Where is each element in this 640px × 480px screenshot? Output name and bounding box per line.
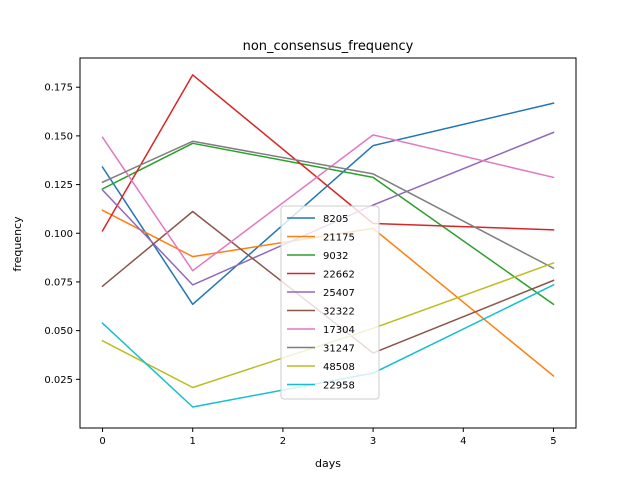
chart-title: non_consensus_frequency: [243, 39, 414, 54]
series-line-22662: [101, 74, 555, 232]
y-tick-label: 0.025: [44, 375, 73, 386]
series-line-9032: [101, 142, 555, 306]
legend: 8205 21175 9032 22662 25407 32322 17304 31247 48…: [280, 205, 380, 400]
y-tick-label: 0.050: [44, 326, 73, 337]
x-tick-label: 1: [190, 436, 196, 447]
y-tick-label: 0.100: [44, 229, 73, 240]
legend-label: 32322: [323, 307, 355, 318]
legend-label: 17304: [323, 325, 355, 336]
plot-frame: [79, 57, 577, 429]
x-tick-label: 2: [280, 436, 286, 447]
legend-label: 31247: [323, 344, 355, 355]
legend-label: 48508: [323, 362, 355, 373]
legend-label: 25407: [323, 288, 355, 299]
axis-ticks: 0 1 2 3 4 5 0.025 0.050 0.075 0.100 0.125 0.150 0.17…: [44, 83, 556, 447]
y-axis-label: frequency: [11, 216, 24, 272]
series-line-17304: [101, 134, 555, 272]
y-tick-label: 0.125: [44, 180, 73, 191]
y-tick-label: 0.175: [44, 83, 73, 94]
legend-label: 21175: [323, 233, 355, 244]
x-tick-label: 5: [550, 436, 556, 447]
x-tick-label: 3: [370, 436, 376, 447]
x-axis-label: days: [315, 457, 341, 470]
x-tick-label: 0: [99, 436, 105, 447]
legend-label: 8205: [323, 214, 348, 225]
legend-label: 22958: [323, 381, 355, 392]
x-tick-label: 4: [460, 436, 466, 447]
y-tick-label: 0.075: [44, 277, 73, 288]
legend-label: 9032: [323, 251, 348, 262]
series-line-31247: [101, 140, 555, 270]
y-tick-label: 0.150: [44, 131, 73, 142]
legend-label: 22662: [323, 270, 355, 281]
